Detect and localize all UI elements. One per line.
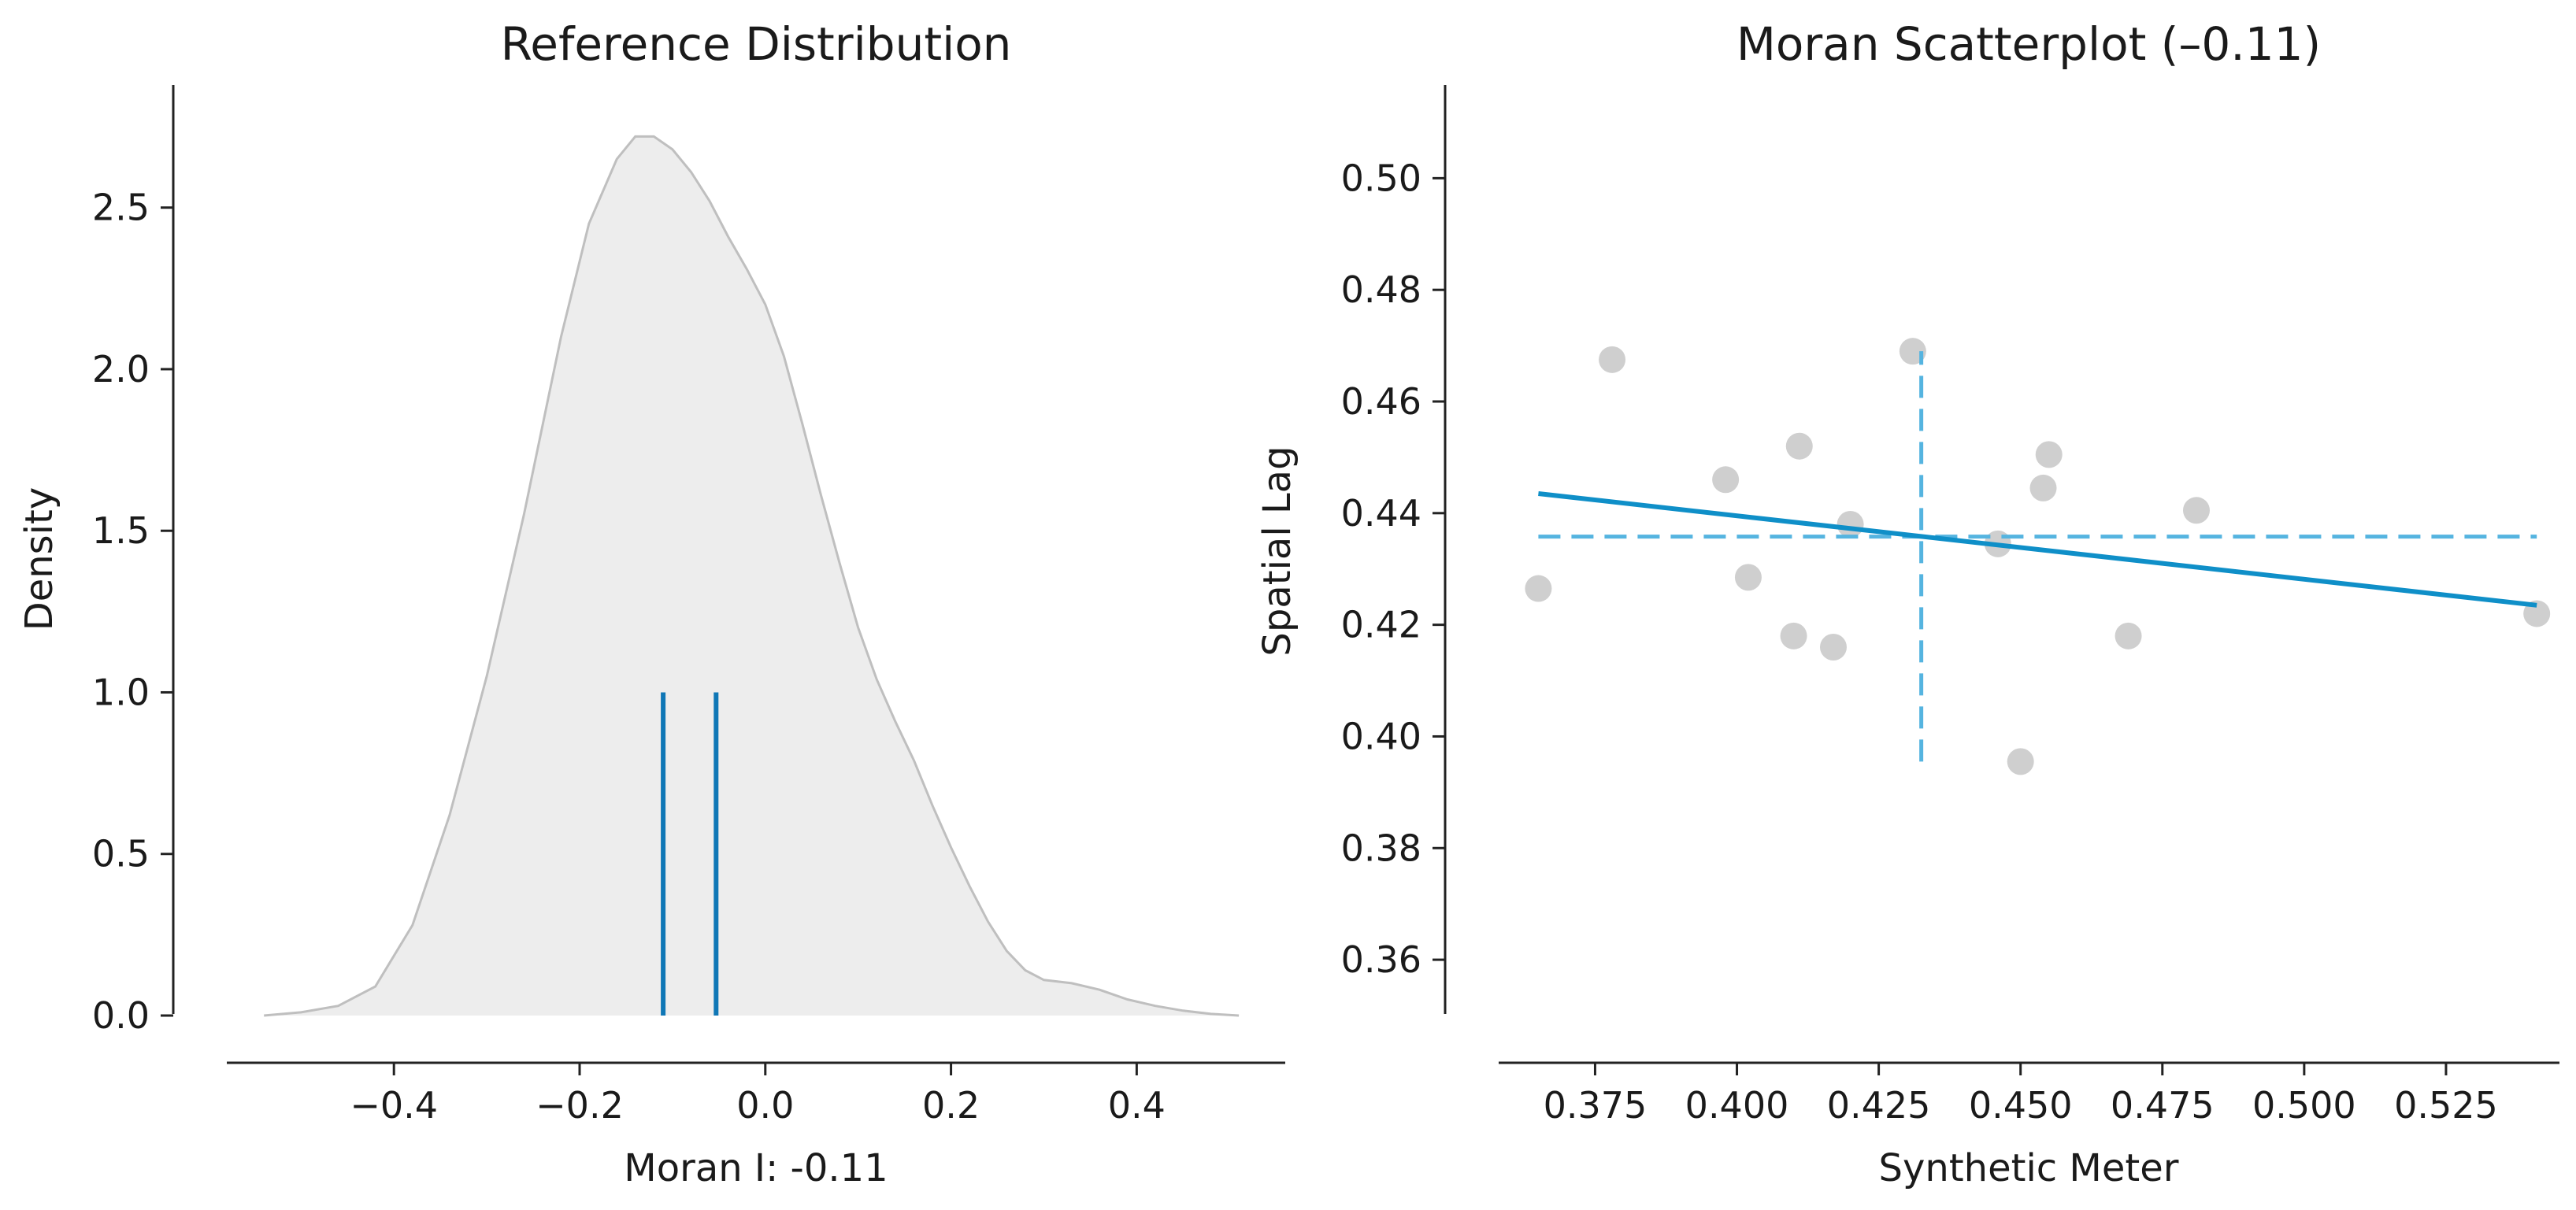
y-tick-label: 0.5 bbox=[92, 833, 150, 875]
y-tick-label: 2.0 bbox=[92, 348, 150, 390]
x-tick-label: 0.450 bbox=[1969, 1084, 2073, 1127]
y-axis-label: Density bbox=[17, 487, 61, 631]
chart-title: Reference Distribution bbox=[501, 17, 1012, 71]
y-tick-label: 0.42 bbox=[1341, 604, 1421, 646]
x-tick-label: 0.475 bbox=[2111, 1084, 2215, 1127]
x-axis-label: Moran I: -0.11 bbox=[624, 1146, 888, 1190]
x-tick-label: 0.4 bbox=[1108, 1084, 1166, 1127]
scatter-point bbox=[1819, 634, 1847, 661]
y-axis-label: Spatial Lag bbox=[1255, 446, 1299, 656]
chart-title: Moran Scatterplot (–0.11) bbox=[1736, 17, 2321, 71]
x-tick-label: 0.375 bbox=[1544, 1084, 1648, 1127]
y-tick-label: 0.46 bbox=[1341, 380, 1421, 423]
scatter-point bbox=[1785, 432, 1813, 460]
scatter-point bbox=[2115, 622, 2142, 649]
scatter-point bbox=[1599, 346, 1626, 373]
moran-scatterplot-panel: Moran Scatterplot (–0.11) 0.360.380.400.… bbox=[1255, 17, 2559, 1190]
y-tick-label: 0.0 bbox=[92, 994, 150, 1037]
scatter-point bbox=[1780, 622, 1807, 649]
scatter-point bbox=[2029, 474, 2057, 501]
x-ticks: 0.375 0.400 0.425 0.450 0.475 0.500 0.525 bbox=[1544, 1063, 2498, 1127]
scatter-marks bbox=[1525, 338, 2551, 775]
y-tick-label: 0.40 bbox=[1341, 715, 1421, 757]
y-ticks: 0.0 0.5 1.0 1.5 2.0 2.5 bbox=[92, 187, 173, 1037]
regression-line bbox=[1538, 491, 2537, 608]
scatter-point bbox=[1837, 511, 1864, 538]
x-tick-label: 0.0 bbox=[736, 1084, 794, 1127]
x-tick-label: −0.2 bbox=[536, 1084, 624, 1127]
scatter-point bbox=[2523, 600, 2551, 627]
density-area bbox=[264, 136, 1240, 1016]
scatter-point bbox=[2007, 748, 2034, 775]
y-tick-label: 0.38 bbox=[1341, 827, 1421, 869]
y-tick-label: 0.44 bbox=[1341, 492, 1421, 535]
x-tick-label: 0.500 bbox=[2252, 1084, 2356, 1127]
density-marks bbox=[264, 135, 1240, 1017]
y-tick-label: 1.0 bbox=[92, 671, 150, 713]
x-axis-label: Synthetic Meter bbox=[1879, 1146, 2179, 1190]
x-tick-label: −0.4 bbox=[350, 1084, 438, 1127]
scatter-point bbox=[2035, 441, 2063, 468]
x-ticks: −0.4 −0.2 0.0 0.2 0.4 bbox=[350, 1063, 1166, 1127]
scatter-point bbox=[1525, 575, 1552, 602]
y-tick-label: 0.36 bbox=[1341, 938, 1421, 981]
density-curve bbox=[264, 135, 1240, 1017]
x-tick-label: 0.2 bbox=[922, 1084, 980, 1127]
x-tick-label: 0.525 bbox=[2394, 1084, 2498, 1127]
y-tick-label: 0.48 bbox=[1341, 268, 1421, 311]
y-ticks: 0.36 0.38 0.40 0.42 0.44 0.46 0.48 0.50 bbox=[1341, 157, 1445, 981]
y-tick-label: 2.5 bbox=[92, 187, 150, 229]
scatter-point bbox=[2182, 497, 2210, 524]
scatter-point bbox=[1734, 564, 1762, 591]
reference-distribution-panel: Reference Distribution 0.0 0.5 1.0 1.5 2.0 2.… bbox=[17, 17, 1285, 1190]
y-tick-label: 0.50 bbox=[1341, 157, 1421, 199]
y-tick-label: 1.5 bbox=[92, 509, 150, 552]
x-tick-label: 0.425 bbox=[1827, 1084, 1931, 1127]
x-tick-label: 0.400 bbox=[1685, 1084, 1789, 1127]
scatter-point bbox=[1712, 466, 1740, 494]
